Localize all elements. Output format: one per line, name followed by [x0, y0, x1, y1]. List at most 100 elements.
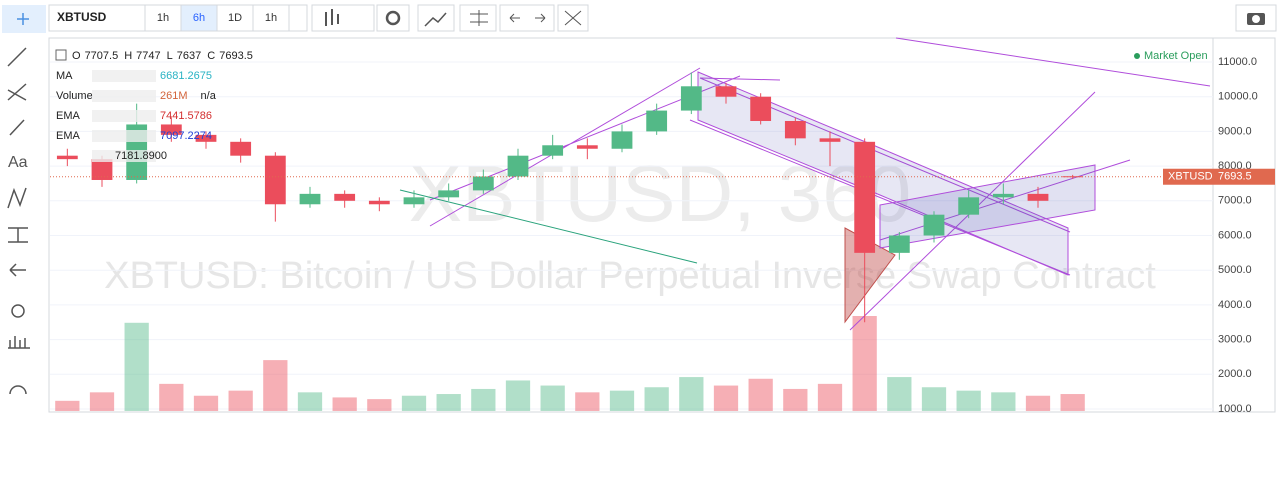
candle-body [472, 176, 494, 191]
indicator-name: Volume [56, 90, 93, 102]
symbol-box[interactable] [48, 4, 146, 32]
candle-body [195, 134, 217, 142]
volume-bar [159, 383, 184, 411]
candle-body [819, 138, 841, 142]
candle-body [368, 200, 390, 205]
ohlc-key: O [72, 50, 81, 62]
indicator-name: EMA [56, 110, 81, 122]
candle-body [784, 120, 806, 139]
volume-bar [991, 392, 1016, 411]
y-tick-label: 1000.0 [1218, 403, 1252, 415]
volume-bar [748, 378, 773, 411]
interval-button[interactable] [252, 4, 290, 32]
volume-bar [436, 394, 461, 411]
indicator-controls[interactable] [92, 150, 156, 162]
candle-body [888, 235, 910, 253]
candle-body [438, 190, 460, 198]
volume-bar [263, 360, 288, 411]
interval-label: 1h [157, 12, 169, 24]
volume-bar [887, 377, 912, 411]
volume-bar [713, 385, 739, 411]
left-toolbar [0, 36, 40, 416]
volume-bar [401, 395, 427, 411]
legend-toggle[interactable] [55, 49, 67, 61]
indicator-controls[interactable] [92, 110, 156, 122]
candle-body [542, 145, 564, 156]
ohlc-key: L [167, 50, 173, 62]
volume-bar [505, 380, 531, 411]
indicator-value: 7097.2274 [160, 130, 212, 142]
candle-body [958, 197, 980, 215]
watermark: XBTUSD, 360 [409, 149, 911, 238]
indicator-name: EMA [56, 130, 81, 142]
candle-body [403, 197, 425, 205]
volume-bar [89, 392, 115, 411]
volume-bar [540, 385, 565, 411]
candle-body [299, 193, 321, 205]
candle-body [230, 141, 252, 156]
candle-body [923, 214, 945, 236]
y-tick-label: 6000.0 [1218, 229, 1252, 241]
settings-button[interactable] [376, 4, 410, 32]
ohlc-value: 7747 [136, 50, 160, 62]
interval-label: 6h [193, 12, 205, 24]
volume-bar [332, 397, 357, 411]
candle-body [1062, 176, 1084, 178]
ohlc-key: H [124, 50, 132, 62]
interval-label: 1h [265, 12, 277, 24]
ohlc-value: 7637 [177, 50, 201, 62]
symbol: XBTUSD [57, 10, 107, 24]
candle-body [854, 141, 876, 253]
interval-dropdown[interactable] [288, 4, 308, 32]
indicator-controls[interactable] [92, 130, 156, 142]
candle-body [56, 155, 78, 160]
candle-body [334, 193, 356, 201]
undo-redo[interactable] [499, 4, 555, 32]
price-label-symbol: XBTUSD [1168, 171, 1213, 183]
indicator-value: 261M [160, 90, 188, 102]
tool-icons[interactable] [7, 47, 30, 395]
volume-bar [575, 392, 600, 411]
interval-label: 1D [228, 12, 242, 24]
volume-bar [367, 399, 392, 411]
chart-type-button[interactable] [311, 4, 375, 32]
y-tick-label: 10000.0 [1218, 91, 1258, 103]
volume-bar [124, 322, 149, 411]
y-tick-label: 9000.0 [1218, 125, 1252, 137]
volume-bar [55, 400, 80, 411]
candle-body [611, 131, 633, 149]
indicator-controls[interactable] [92, 70, 156, 82]
candle-body [750, 96, 772, 121]
y-tick-label: 7000.0 [1218, 195, 1252, 207]
market-status: Market Open [1144, 50, 1208, 62]
price-label-box [1163, 168, 1275, 185]
candle-body [576, 145, 598, 149]
candle-body [1027, 193, 1049, 201]
volume-bar [921, 387, 947, 411]
candle-body [507, 155, 529, 177]
volume-bar [228, 390, 253, 411]
volume-bar [817, 383, 843, 411]
y-tick-label: 4000.0 [1218, 299, 1252, 311]
y-tick-label: 3000.0 [1218, 334, 1252, 346]
volume-bar [679, 377, 704, 411]
compare-button[interactable] [459, 4, 497, 32]
indicator-controls[interactable] [92, 90, 156, 102]
volume-bar [609, 390, 635, 411]
text-tool[interactable]: Aa [8, 154, 28, 171]
volume-bar [1025, 395, 1051, 411]
candle-body [91, 159, 113, 180]
volume-bar [644, 387, 669, 411]
interval-button[interactable] [216, 4, 254, 32]
ohlc-value: 7707.5 [85, 50, 119, 62]
chart-pane [48, 37, 1276, 413]
y-tick-label: 2000.0 [1218, 368, 1252, 380]
price-label-value: 7693.5 [1218, 171, 1252, 183]
candle-body [160, 124, 182, 135]
candle-body [715, 86, 737, 97]
candle-body [646, 110, 668, 132]
indicators-button[interactable] [417, 4, 455, 32]
ohlc-key: C [207, 50, 215, 62]
volume-bar [297, 392, 323, 411]
